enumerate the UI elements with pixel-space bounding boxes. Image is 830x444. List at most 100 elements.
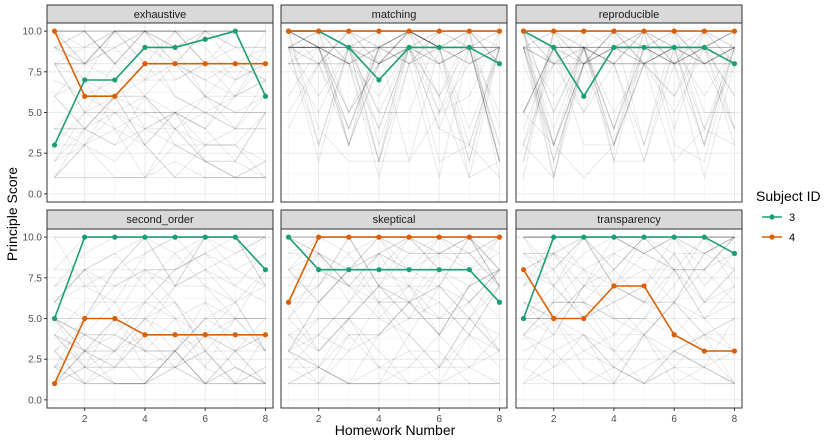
data-point [316, 28, 322, 34]
background-subject-line [54, 30, 266, 97]
background-subject-line [288, 30, 500, 131]
background-subject-line [523, 236, 735, 271]
background-subject-line [54, 269, 266, 368]
background-subject-line [523, 236, 735, 336]
background-subject-line [54, 30, 266, 130]
background-subject-line [523, 268, 735, 368]
background-subject-line [54, 111, 266, 179]
background-subject-line [288, 334, 500, 385]
data-point [142, 332, 148, 338]
legend-key-point [769, 234, 775, 240]
background-subject-line [54, 334, 266, 385]
data-point [172, 234, 178, 240]
data-point [466, 28, 472, 34]
panel-border [280, 228, 508, 409]
facet-panel-transparency: transparency 2 4 6 8 [515, 209, 743, 425]
data-point [316, 267, 322, 273]
series-line [53, 30, 267, 146]
data-point [581, 315, 587, 322]
facet-panels: exhaustive 0.0 2.5 5.0 7.5 10.0 matching reprod… [23, 4, 743, 425]
background-subject-line [54, 30, 266, 97]
background-subject-line [288, 30, 500, 162]
background-subject-line [288, 30, 500, 162]
background-subject-line [523, 236, 735, 304]
data-point [262, 61, 269, 67]
data-point [701, 234, 707, 240]
background-subject-line [288, 30, 500, 179]
background-subject-line [54, 95, 266, 179]
data-point [51, 380, 58, 387]
data-point [82, 315, 88, 322]
data-point [346, 267, 352, 273]
background-subject-line [288, 236, 500, 336]
background-subject-line [523, 46, 735, 147]
y-tick-label: 0.0 [28, 189, 42, 200]
data-point [551, 315, 557, 322]
background-subject-line [54, 334, 266, 385]
series-line [288, 30, 500, 82]
legend: Subject ID 34 [756, 188, 821, 244]
data-point [82, 77, 88, 83]
series-line [522, 236, 735, 319]
data-point [731, 348, 738, 354]
data-point [112, 234, 118, 240]
data-point [51, 28, 58, 34]
data-point [641, 283, 647, 289]
background-subject-line [288, 252, 500, 336]
facet-panel-second-order: second_order 0.0 2.5 5.0 7.5 10.0 2 4 6 8 [23, 209, 274, 425]
background-subject-line [523, 350, 735, 385]
background-subject-line [288, 269, 500, 336]
background-subject-line [523, 30, 735, 147]
data-point [551, 234, 557, 240]
panel-border [280, 22, 508, 203]
data-point [731, 250, 738, 257]
x-tick-label: 8 [732, 414, 738, 425]
series-line [53, 236, 267, 319]
data-point [671, 234, 677, 240]
background-subject-line [288, 30, 500, 147]
background-subject-line [523, 46, 735, 164]
data-point [262, 267, 269, 273]
series-line [287, 236, 501, 303]
data-point [671, 332, 677, 338]
background-subject-line [54, 268, 266, 352]
background-subject-line [54, 128, 266, 179]
data-point [671, 44, 677, 51]
background-subject-line [288, 269, 500, 369]
background-subject-line [288, 30, 500, 147]
data-point [520, 267, 527, 273]
series-subject-3 [520, 234, 738, 322]
background-subject-line [288, 30, 500, 131]
background-subject-line [288, 30, 500, 131]
background-subject-line [288, 269, 500, 352]
background-subject-line [523, 30, 735, 147]
y-tick-label: 10.0 [23, 27, 43, 38]
background-subject-line [523, 269, 735, 336]
background-subject-line [288, 46, 500, 180]
data-point [611, 283, 617, 289]
legend-items: 34 [762, 212, 795, 244]
y-tick-label: 5.0 [28, 108, 42, 119]
background-subject-line [54, 350, 266, 385]
background-subject-line [523, 30, 735, 131]
data-point [262, 332, 269, 338]
data-point [611, 44, 617, 51]
background-subject-line [54, 112, 266, 179]
background-subject-line [523, 30, 735, 164]
background-subject-line [523, 301, 735, 352]
background-subject-line [54, 252, 266, 303]
x-tick-label: 2 [82, 414, 88, 425]
x-tick-label: 8 [263, 414, 269, 425]
data-point [316, 234, 322, 240]
background-subject-line [523, 334, 735, 385]
data-point [466, 44, 472, 51]
y-tick-label: 10.0 [23, 233, 43, 244]
background-subject-line [288, 46, 500, 164]
background-subject-line [54, 350, 266, 385]
background-subject-line [54, 63, 266, 113]
data-point [285, 28, 292, 34]
background-subject-line [54, 301, 266, 385]
legend-item-4: 4 [762, 232, 795, 244]
data-point [406, 234, 412, 240]
background-subject-line [54, 285, 266, 352]
